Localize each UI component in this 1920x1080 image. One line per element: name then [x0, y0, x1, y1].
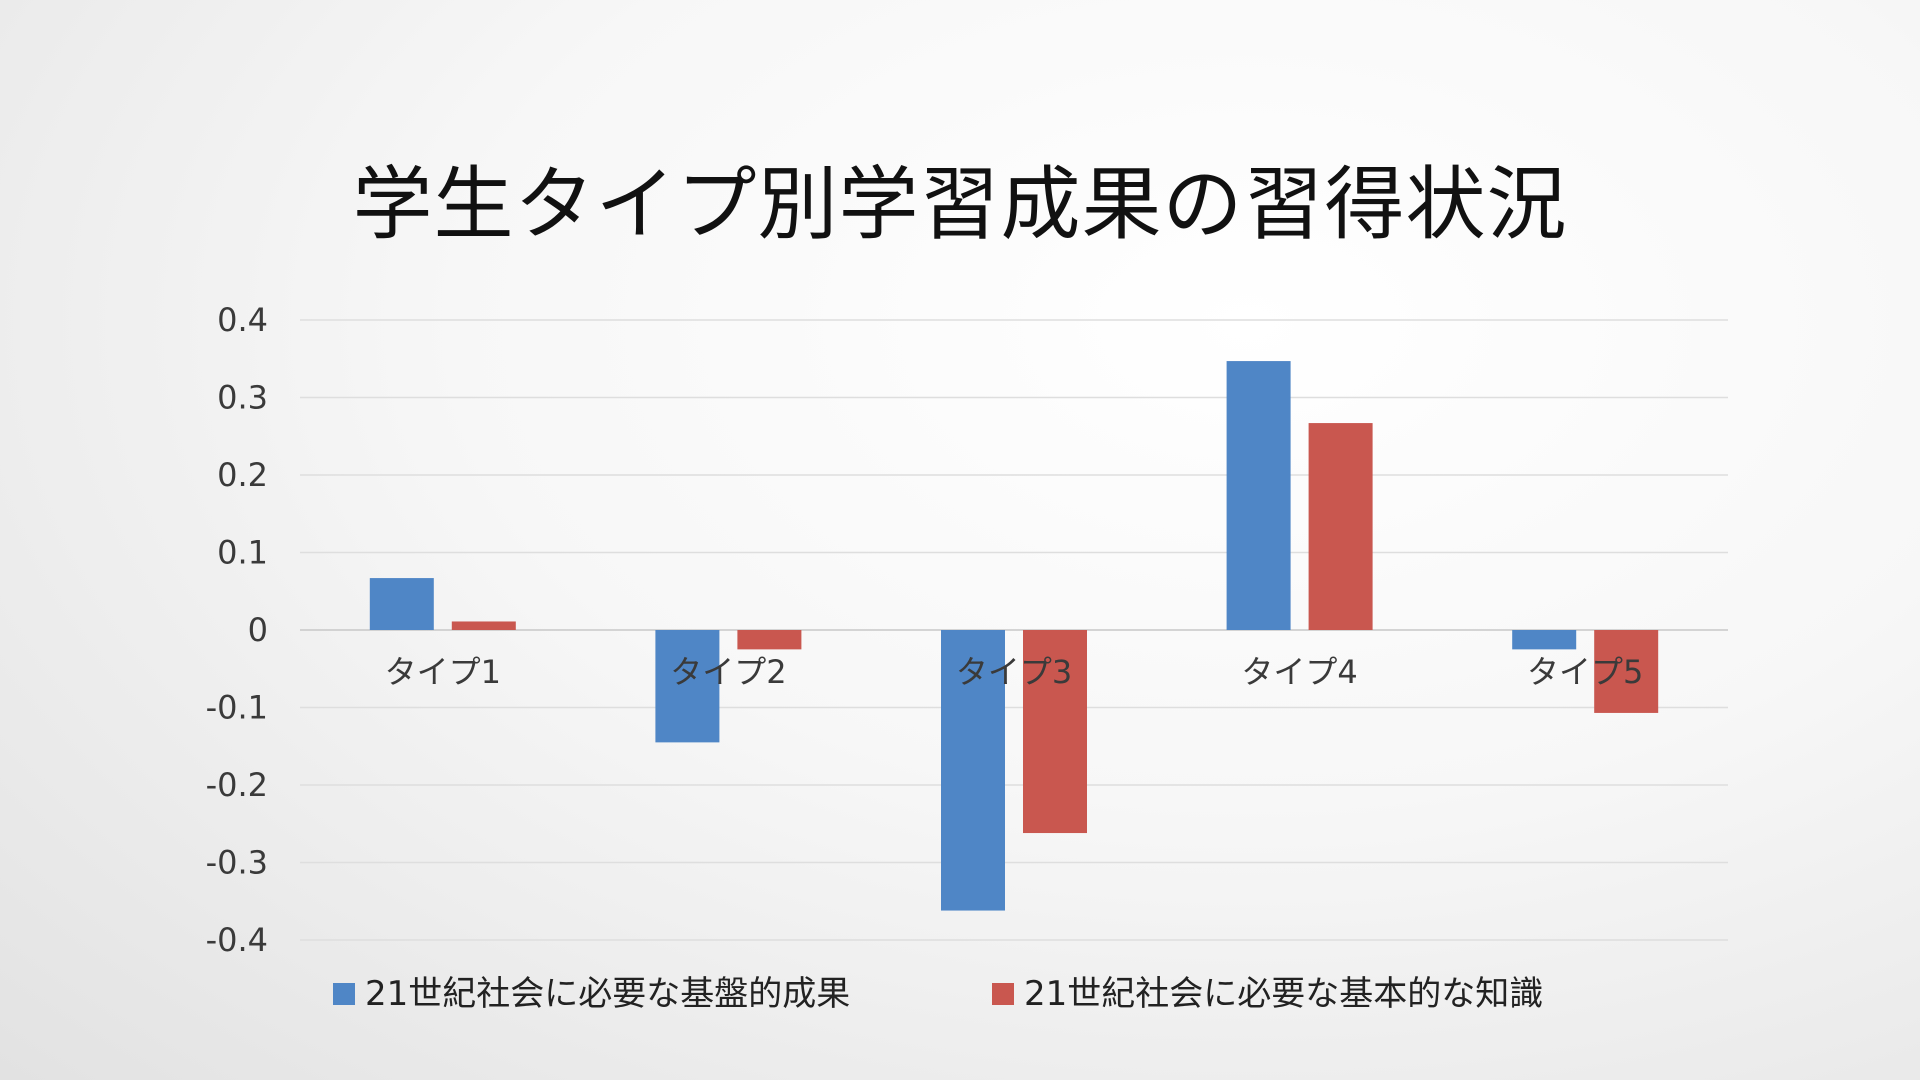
bar-series1-5	[1512, 630, 1577, 650]
category-label: タイプ5	[1527, 653, 1643, 691]
category-label: タイプ3	[956, 653, 1072, 691]
legend-swatch	[992, 983, 1014, 1005]
bar-series2-2	[737, 630, 802, 650]
y-tick-label: 0.2	[217, 456, 268, 494]
bar-series2-3	[1023, 630, 1087, 834]
y-tick-label: -0.1	[206, 689, 268, 727]
bar-series1-4	[1226, 361, 1291, 630]
bar-series1-2	[655, 630, 720, 743]
legend-swatch	[333, 983, 355, 1005]
y-axis-ticks: 0.4 0.3 0.2 0.1 0 -0.1 -0.2 -0.3 -0.4	[206, 301, 268, 959]
legend: 21世紀社会に必要な基盤的成果 21世紀社会に必要な基本的な知識	[333, 974, 1543, 1014]
chart-title: 学生タイプ別学習成果の習得状況	[352, 158, 1568, 251]
category-label: タイプ4	[1241, 653, 1357, 691]
bars	[369, 361, 1659, 911]
legend-label: 21世紀社会に必要な基本的な知識	[1024, 974, 1543, 1014]
y-tick-label: 0.3	[217, 379, 268, 417]
bar-series2-4	[1308, 423, 1373, 630]
category-labels: タイプ1 タイプ2 タイプ3 タイプ4 タイプ5	[385, 653, 1644, 691]
y-tick-label: -0.4	[206, 921, 268, 959]
category-label: タイプ2	[670, 653, 786, 691]
y-tick-label: 0.4	[217, 301, 268, 339]
y-tick-label: -0.3	[206, 844, 268, 882]
bar-series1-3	[941, 630, 1005, 911]
bar-series2-1	[451, 621, 516, 630]
y-tick-label: 0.1	[217, 534, 268, 572]
bar-series1-1	[369, 578, 434, 630]
bar-series2-5	[1594, 630, 1659, 713]
legend-label: 21世紀社会に必要な基盤的成果	[365, 974, 850, 1014]
y-tick-label: -0.2	[206, 766, 268, 804]
gridlines	[300, 319, 1728, 941]
category-label: タイプ1	[385, 653, 501, 691]
y-tick-label: 0	[248, 611, 268, 649]
